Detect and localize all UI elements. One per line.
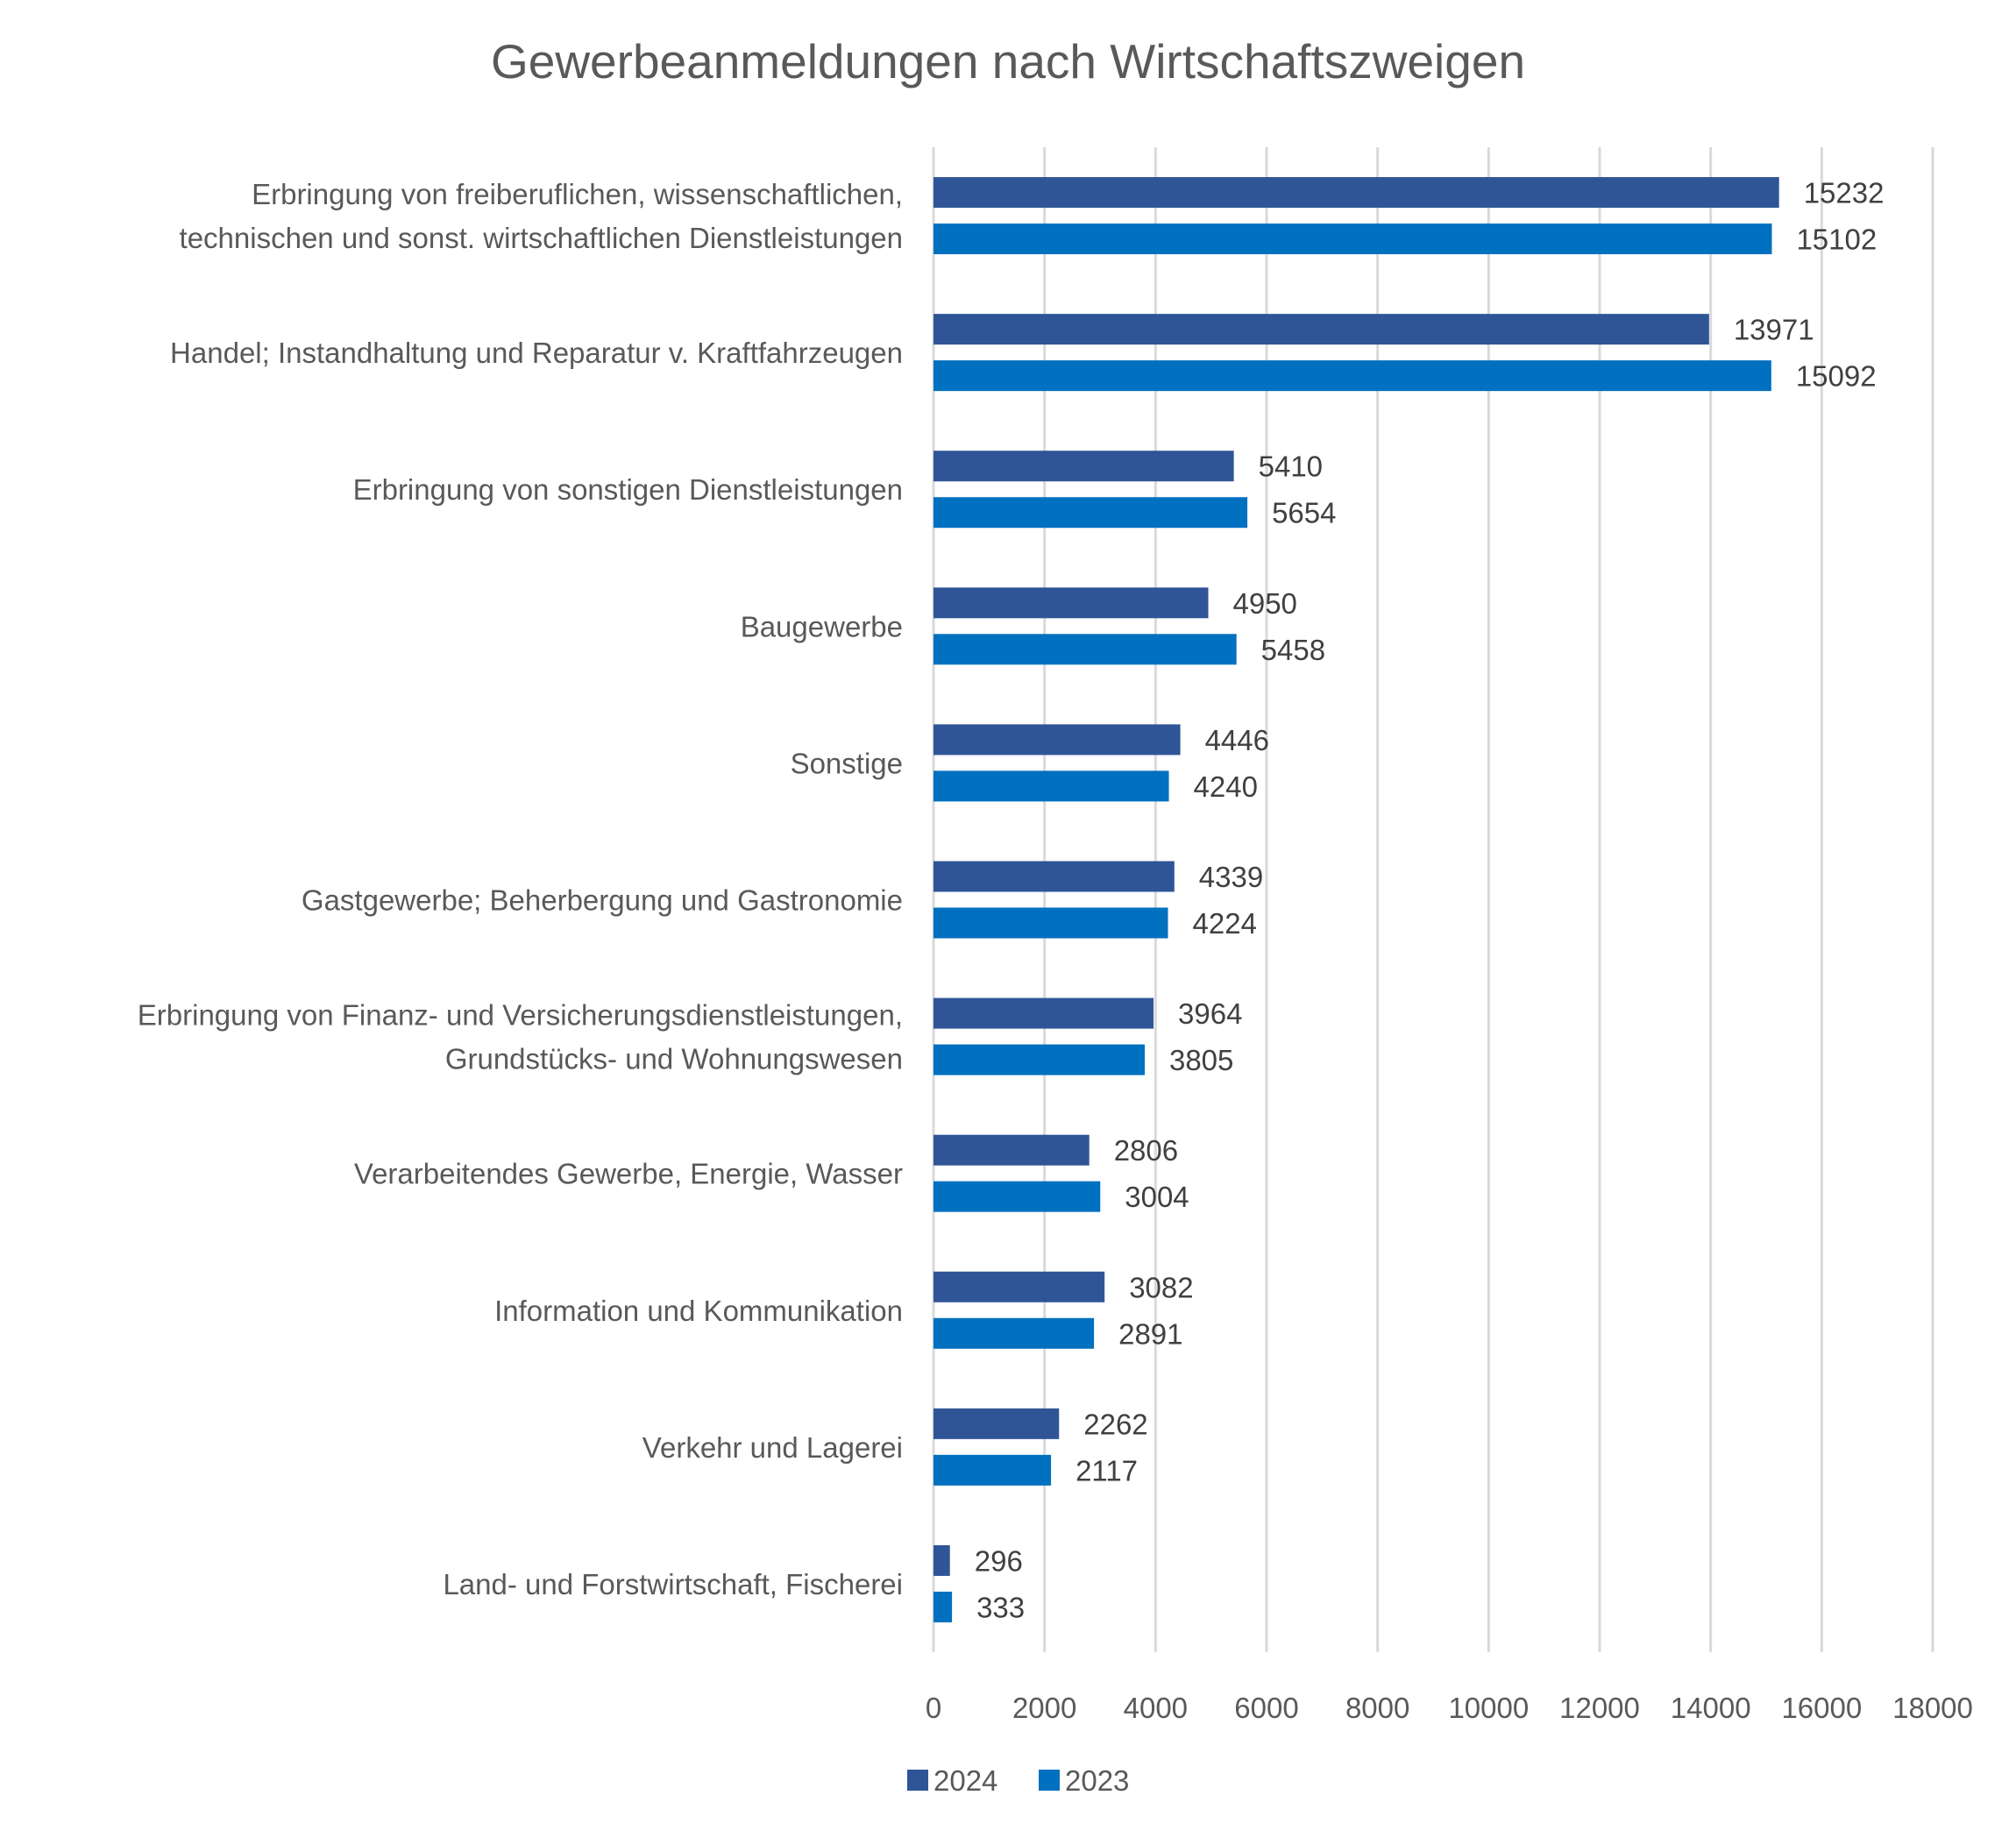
bar-2024 (933, 997, 1154, 1029)
bar-2023 (933, 224, 1772, 255)
x-tick-label: 4000 (1124, 1692, 1188, 1724)
data-label: 4240 (1194, 770, 1258, 803)
x-tick-label: 2000 (1012, 1692, 1076, 1724)
x-tick-label: 0 (926, 1692, 941, 1724)
legend-swatch-2024 (907, 1770, 928, 1791)
x-tick-label: 12000 (1559, 1692, 1640, 1724)
data-label: 5458 (1261, 634, 1325, 666)
data-label: 333 (976, 1591, 1025, 1623)
bar-2024 (933, 1271, 1105, 1302)
legend-swatch-2023 (1039, 1770, 1060, 1791)
data-label: 15232 (1804, 177, 1885, 209)
data-label: 13971 (1734, 314, 1814, 346)
data-label: 2262 (1083, 1408, 1147, 1440)
bar-2023 (933, 497, 1248, 529)
category-label: Erbringung von Finanz- und Versicherungs… (138, 999, 903, 1032)
data-label: 15102 (1796, 224, 1877, 256)
category-label: Gastgewerbe; Beherbergung und Gastronomi… (302, 884, 903, 917)
data-label: 3964 (1178, 997, 1242, 1030)
x-tick-label: 18000 (1892, 1692, 1973, 1724)
category-label: Sonstige (791, 747, 903, 779)
chart-title: Gewerbeanmeldungen nach Wirtschaftszweig… (490, 34, 1526, 89)
category-label: technischen und sonst. wirtschaftlichen … (180, 222, 903, 254)
bar-2023 (933, 1181, 1101, 1212)
x-tick-label: 16000 (1781, 1692, 1862, 1724)
bar-2024 (933, 724, 1181, 756)
data-label: 15092 (1796, 360, 1877, 393)
bar-2023 (933, 634, 1237, 665)
data-label: 4339 (1199, 861, 1263, 893)
bar-2023 (933, 360, 1771, 392)
bar-2023 (933, 1317, 1095, 1349)
x-tick-label: 14000 (1671, 1692, 1751, 1724)
legend-label: 2024 (933, 1764, 997, 1797)
bar-2024 (933, 177, 1779, 209)
bar-2024 (933, 314, 1709, 345)
category-label: Erbringung von sonstigen Dienstleistunge… (353, 473, 903, 506)
data-label: 4950 (1233, 587, 1297, 620)
data-label: 296 (975, 1544, 1023, 1577)
bar-2024 (933, 1134, 1090, 1166)
data-label: 2806 (1114, 1134, 1178, 1167)
category-label: Land- und Forstwirtschaft, Fischerei (443, 1568, 903, 1600)
bar-2023 (933, 1454, 1052, 1486)
legend-label: 2023 (1065, 1764, 1129, 1797)
data-label: 3004 (1125, 1181, 1189, 1213)
category-label: Baugewerbe (741, 610, 903, 642)
data-label: 4446 (1205, 724, 1269, 756)
data-label: 2117 (1075, 1454, 1138, 1487)
bar-2023 (933, 1591, 953, 1622)
x-tick-label: 10000 (1448, 1692, 1529, 1724)
bar-2024 (933, 1408, 1060, 1439)
data-label: 3082 (1129, 1271, 1193, 1303)
data-label: 3805 (1169, 1044, 1233, 1076)
bar-2023 (933, 1044, 1145, 1075)
data-label: 2891 (1118, 1317, 1182, 1350)
data-label: 5654 (1272, 497, 1336, 529)
data-label: 5410 (1259, 451, 1323, 483)
bar-2024 (933, 1544, 950, 1576)
category-label: Erbringung von freiberuflichen, wissensc… (252, 178, 903, 210)
bar-2024 (933, 451, 1234, 482)
bar-2023 (933, 770, 1169, 802)
bar-2023 (933, 907, 1168, 939)
x-tick-label: 6000 (1234, 1692, 1298, 1724)
category-label: Handel; Instandhaltung und Reparatur v. … (170, 337, 903, 369)
x-tick-label: 8000 (1345, 1692, 1409, 1724)
category-label: Grundstücks- und Wohnungswesen (445, 1043, 903, 1075)
category-label: Verkehr und Lagerei (642, 1431, 903, 1464)
bar-2024 (933, 861, 1175, 892)
category-label: Verarbeitendes Gewerbe, Energie, Wasser (354, 1158, 903, 1190)
data-label: 4224 (1193, 907, 1257, 940)
bar-2024 (933, 587, 1209, 619)
category-label: Information und Kommunikation (494, 1295, 903, 1327)
